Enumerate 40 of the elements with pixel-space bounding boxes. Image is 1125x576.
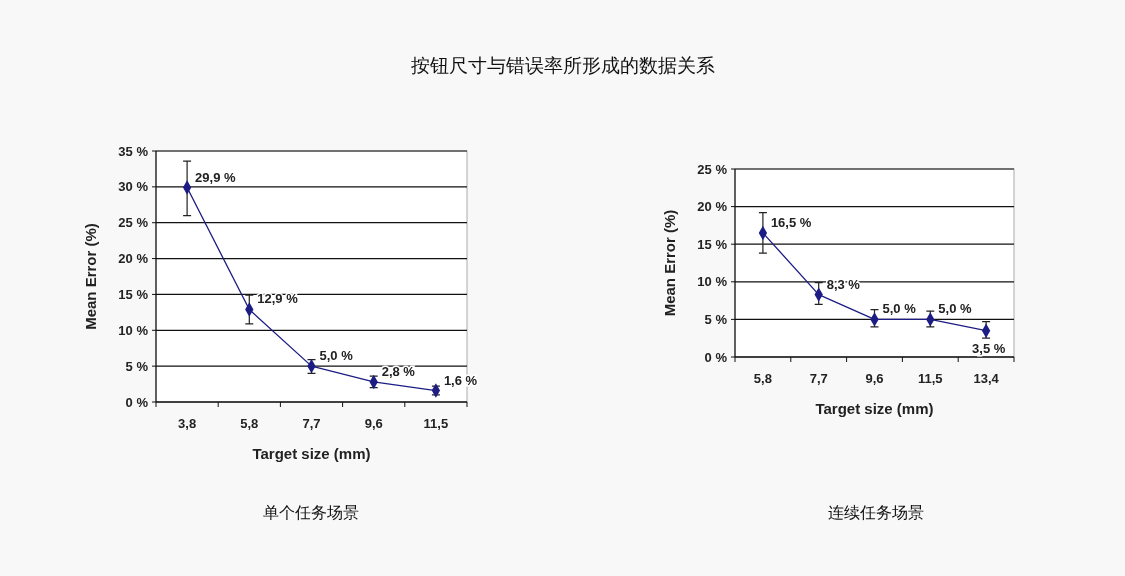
- text: 单个任务场景: [263, 503, 359, 522]
- x-tick-label: 5,8: [240, 416, 259, 431]
- data-label: 5,0 %: [938, 301, 972, 317]
- x-tick-label: 9,6: [865, 371, 884, 386]
- x-tick-label: 11,5: [423, 416, 449, 431]
- x-axis-title: Target size (mm): [252, 445, 371, 462]
- y-tick-label: 25 %: [697, 161, 728, 177]
- y-tick-label: 30 %: [118, 179, 149, 195]
- y-tick-label: 10 %: [118, 322, 149, 338]
- data-label: 16,5 %: [770, 214, 812, 230]
- y-tick-label: 15 %: [118, 286, 149, 302]
- x-tick-label: 13,4: [973, 371, 1000, 386]
- x-tick-label: 5,8: [753, 371, 772, 386]
- y-tick-label: 5 %: [125, 358, 149, 374]
- y-tick-label: 35 %: [118, 143, 149, 159]
- data-label: 12,9 %: [257, 291, 299, 307]
- data-label: 5,0 %: [319, 348, 354, 364]
- x-tick-label: 7,7: [809, 371, 828, 386]
- data-label: 3,5 %: [972, 340, 1006, 356]
- x-axis-title: Target size (mm): [815, 400, 934, 417]
- text: 连续任务场景: [828, 503, 924, 522]
- x-tick-label: 11,5: [918, 371, 943, 386]
- y-tick-label: 0 %: [125, 394, 149, 410]
- x-tick-label: 7,7: [302, 416, 321, 431]
- data-label: 2,8 %: [381, 363, 416, 379]
- y-tick-label: 25 %: [118, 215, 149, 231]
- y-tick-label: 20 %: [118, 251, 149, 267]
- y-tick-label: 20 %: [697, 199, 728, 215]
- data-label: 1,6 %: [443, 372, 478, 388]
- data-label: 5,0 %: [882, 301, 917, 317]
- y-tick-label: 5 %: [704, 311, 728, 327]
- text: 按钮尺寸与错误率所形成的数据关系: [410, 54, 715, 76]
- y-tick-label: 15 %: [697, 236, 728, 252]
- y-tick-label: 0 %: [704, 349, 728, 365]
- x-tick-label: 3,8: [178, 416, 197, 431]
- y-axis-title: Mean Error (%): [661, 209, 678, 317]
- y-axis-title: Mean Error (%): [82, 223, 99, 330]
- y-tick-label: 10 %: [697, 274, 728, 290]
- x-tick-label: 9,6: [364, 416, 383, 431]
- data-label: 29,9 %: [195, 169, 237, 185]
